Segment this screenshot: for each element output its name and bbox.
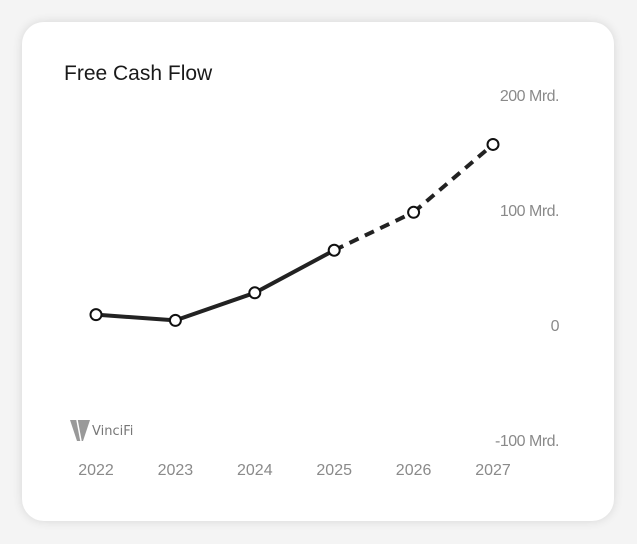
data-point xyxy=(327,243,341,257)
x-tick-label: 2024 xyxy=(237,462,273,479)
x-tick-label: 2022 xyxy=(78,462,114,479)
data-point xyxy=(168,313,182,327)
actual-line-segment xyxy=(174,290,256,323)
x-tick-label: 2026 xyxy=(396,462,432,479)
logo-text: VinciFi xyxy=(92,423,134,439)
data-point xyxy=(486,137,500,151)
logo-mark-icon xyxy=(70,420,90,442)
data-point xyxy=(89,308,103,322)
actual-line-segment xyxy=(95,312,176,323)
x-tick-label: 2025 xyxy=(316,462,352,479)
actual-line-segment xyxy=(253,248,336,295)
chart-card: Free Cash Flow VinciFi xyxy=(22,22,614,521)
x-tick-label: 2023 xyxy=(158,462,194,479)
data-point xyxy=(407,205,421,219)
y-tick-label: 200 Mrd. xyxy=(500,88,559,105)
chart-title: Free Cash Flow xyxy=(64,62,213,85)
y-tick-label: 100 Mrd. xyxy=(500,203,559,220)
y-tick-label: 0 xyxy=(551,318,560,335)
estimate-line-segment xyxy=(333,210,415,253)
x-tick-label: 2027 xyxy=(475,462,511,479)
estimate-line-segment xyxy=(412,142,495,214)
vincifi-logo: VinciFi xyxy=(70,420,133,442)
data-point xyxy=(248,286,262,300)
y-tick-label: -100 Mrd. xyxy=(495,433,559,450)
